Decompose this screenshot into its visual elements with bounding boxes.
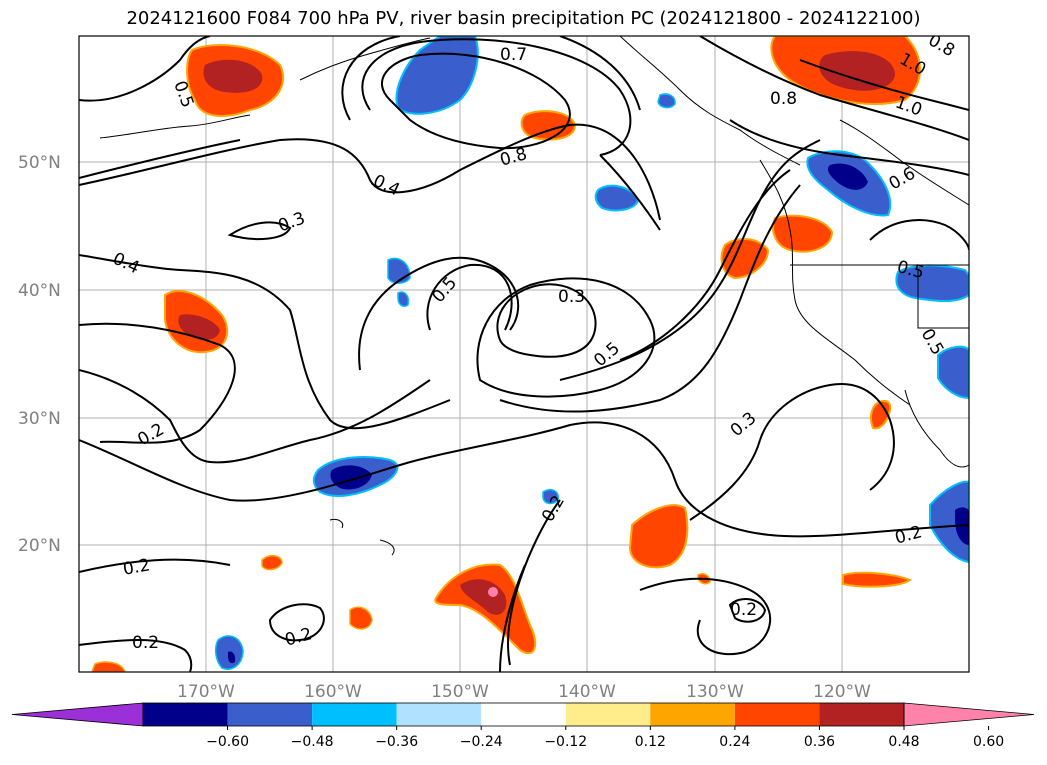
lon-label: 120°W — [813, 682, 871, 702]
pv-contours — [79, 36, 969, 672]
colorbar-tick-label: −0.12 — [544, 734, 587, 750]
contour-label: 0.2 — [730, 600, 757, 620]
colorbar-bin — [650, 703, 735, 726]
colorbar-bin — [396, 703, 482, 726]
coastlines — [99, 36, 969, 556]
colorbar-tick-label: −0.36 — [375, 734, 418, 750]
contour-label: 0.7 — [500, 45, 527, 65]
colorbar-tick-label: −0.48 — [291, 734, 334, 750]
lat-label: 20°N — [18, 536, 61, 556]
map-frame — [78, 35, 970, 673]
colorbar-tick-label: −0.24 — [460, 734, 503, 750]
lon-label: 140°W — [558, 682, 616, 702]
colorbar-bin — [565, 703, 651, 726]
colorbar-bin — [227, 703, 313, 726]
colorbar-bin — [312, 703, 397, 726]
contour-label: 0.2 — [132, 633, 159, 653]
contour-label: 0.2 — [122, 555, 152, 579]
contour-label: 0.8 — [770, 89, 797, 109]
lat-label: 50°N — [18, 153, 61, 173]
map-title: 2024121600 F084 700 hPa PV, river basin … — [126, 8, 921, 29]
colorbar-bin — [143, 703, 228, 726]
colorbar-tick-label: 0.60 — [973, 734, 1004, 750]
colorbar-bin — [734, 703, 820, 726]
colorbar-tick-label: 0.48 — [888, 734, 919, 750]
lon-label: 130°W — [686, 682, 744, 702]
latitude-labels: 50°N 40°N 30°N 20°N — [18, 153, 61, 556]
lat-label: 30°N — [18, 409, 61, 429]
colorbar-tick-label: −0.60 — [206, 734, 249, 750]
contour-label: 0.3 — [558, 287, 585, 307]
lon-label: 170°W — [177, 682, 235, 702]
contour-labels: 0.5 0.7 0.8 0.8 1.0 1.0 0.8 0.4 0.3 0.4 … — [109, 36, 958, 653]
colorbar-extend-min — [11, 702, 144, 727]
colorbar-tick-label: 0.12 — [635, 734, 666, 750]
colorbar: −0.60 −0.48 −0.36 −0.24 −0.12 0.12 0.24 0.36 0.4… — [11, 702, 1035, 750]
colorbar-bin — [819, 703, 904, 726]
colorbar-bin — [481, 703, 566, 726]
longitude-labels: 170°W 160°W 150°W 140°W 130°W 120°W — [177, 682, 871, 702]
colorbar-extend-max — [903, 702, 1035, 727]
colorbar-frame — [142, 702, 905, 727]
lon-label: 150°W — [431, 682, 489, 702]
colorbar-tick-label: 0.24 — [719, 734, 750, 750]
lat-label: 40°N — [18, 281, 61, 301]
precip-anomalies — [91, 36, 969, 672]
colorbar-tick-label: 0.36 — [804, 734, 835, 750]
lon-label: 160°W — [304, 682, 362, 702]
